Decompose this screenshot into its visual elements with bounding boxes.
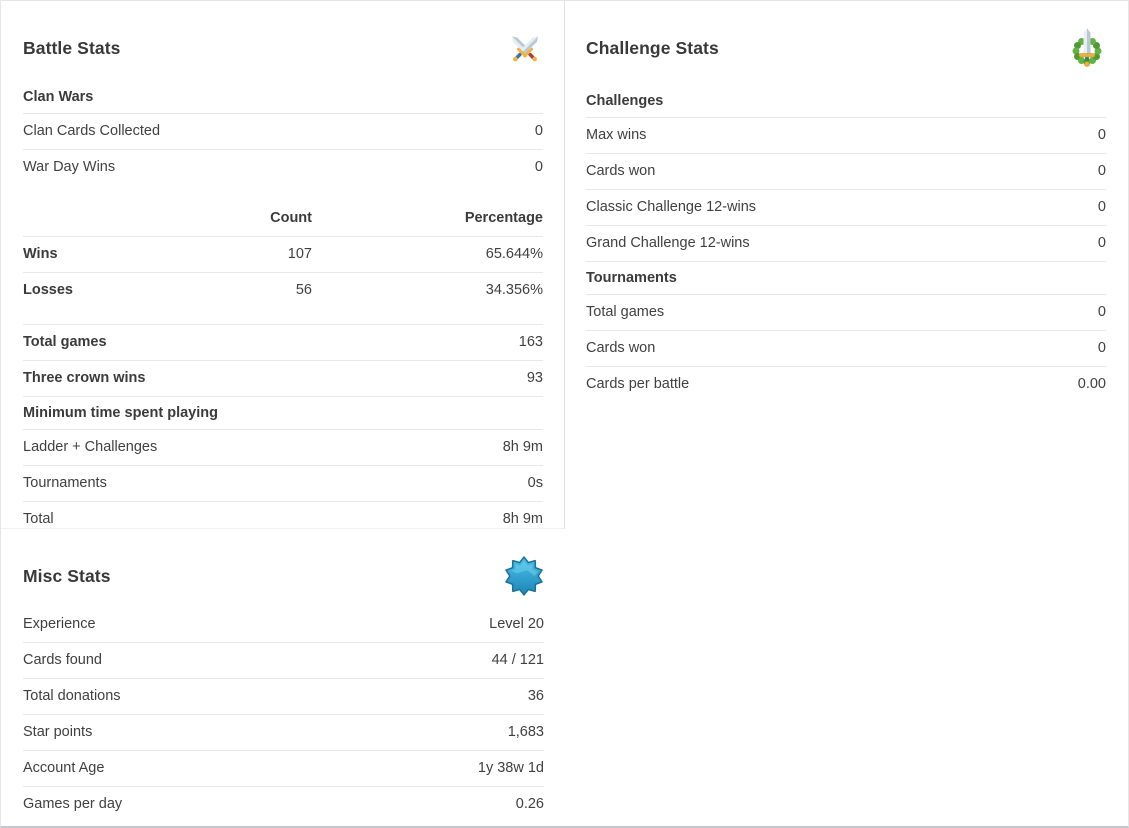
misc-stats-title-row: Misc Stats: [23, 553, 544, 599]
crossed-swords-icon: [507, 31, 543, 66]
section-header-clan-wars: Clan Wars: [23, 81, 543, 114]
stat-value: 1,683: [507, 724, 544, 740]
stat-value: 1y 38w 1d: [477, 760, 544, 776]
stat-label: Cards won: [586, 163, 656, 179]
stat-row-three-crown-wins: Three crown wins 93: [23, 361, 543, 397]
stat-label: Tournaments: [23, 475, 107, 491]
stat-row-challenge-cards-won: Cards won 0: [586, 154, 1106, 190]
stat-value: 36: [527, 688, 544, 704]
stat-label: Games per day: [23, 796, 123, 812]
stat-row-cards-found: Cards found 44 / 121: [23, 643, 544, 679]
stat-row-tournaments-time: Tournaments 0s: [23, 466, 543, 502]
stat-count: 56: [295, 282, 312, 298]
misc-stats-title: Misc Stats: [23, 565, 111, 586]
stat-label: Max wins: [586, 127, 647, 143]
stat-row-wins: Wins 107 65.644%: [23, 237, 543, 273]
stat-row-grand-challenge-12-wins: Grand Challenge 12-wins 0: [586, 226, 1106, 262]
challenge-stats-panel: Challenge Stats: [565, 1, 1128, 402]
challenge-stats-title-row: Challenge Stats: [586, 25, 1106, 71]
stat-label: War Day Wins: [23, 159, 116, 175]
stat-label: Losses: [23, 282, 73, 298]
challenge-stats-title: Challenge Stats: [586, 37, 719, 58]
stat-label: Total donations: [23, 688, 121, 704]
stat-row-ladder-challenges: Ladder + Challenges 8h 9m: [23, 430, 543, 466]
stat-row-total-time: Total 8h 9m: [23, 502, 543, 537]
stat-row-experience: Experience Level 20: [23, 607, 544, 643]
stat-value: 0: [1097, 304, 1106, 320]
count-column-header: Count: [270, 210, 312, 226]
stat-value: 44 / 121: [491, 652, 544, 668]
stat-value: 0: [534, 159, 543, 175]
stat-label: Cards found: [23, 652, 102, 668]
stat-label: Total games: [586, 304, 665, 320]
stat-row-war-day-wins: War Day Wins 0: [23, 150, 543, 185]
stat-label: Total: [23, 511, 54, 527]
stat-label: Cards won: [586, 340, 656, 356]
stat-value: 0: [1097, 199, 1106, 215]
battle-stats-title: Battle Stats: [23, 37, 121, 58]
section-header-challenges: Challenges: [586, 85, 1106, 118]
stat-row-games-per-day: Games per day 0.26: [23, 787, 544, 822]
section-header-minimum-time: Minimum time spent playing: [23, 397, 543, 430]
stat-row-cards-per-battle: Cards per battle 0.00: [586, 367, 1106, 402]
stat-count: 107: [287, 246, 312, 262]
stat-row-losses: Losses 56 34.356%: [23, 273, 543, 308]
stat-row-star-points: Star points 1,683: [23, 715, 544, 751]
battle-stats-panel: Battle Stats: [1, 1, 565, 529]
stat-label: Account Age: [23, 760, 105, 776]
stat-label: Total games: [23, 334, 107, 350]
wins-table-header: Count Percentage: [23, 201, 543, 237]
stat-row-tournament-cards-won: Cards won 0: [586, 331, 1106, 367]
stat-row-classic-challenge-12-wins: Classic Challenge 12-wins 0: [586, 190, 1106, 226]
stat-value: 0.00: [1077, 376, 1106, 392]
stat-label: Cards per battle: [586, 376, 690, 392]
stat-row-account-age: Account Age 1y 38w 1d: [23, 751, 544, 787]
stat-row-tournament-total-games: Total games 0: [586, 295, 1106, 331]
stat-value: 0: [1097, 163, 1106, 179]
stat-value: 0: [1097, 235, 1106, 251]
battle-stats-title-row: Battle Stats: [23, 25, 543, 71]
badge-sword: [1078, 28, 1096, 67]
stat-percentage: 34.356%: [485, 282, 543, 298]
stat-value: 0: [534, 123, 543, 139]
stat-label: Three crown wins: [23, 370, 146, 386]
stat-label: Ladder + Challenges: [23, 439, 158, 455]
stat-label: Clan Cards Collected: [23, 123, 161, 139]
percentage-column-header: Percentage: [464, 210, 543, 226]
stat-row-max-wins: Max wins 0: [586, 118, 1106, 154]
stat-row-clan-cards-collected: Clan Cards Collected 0: [23, 114, 543, 150]
stat-value: 0: [1097, 127, 1106, 143]
totals-group: Total games 163 Three crown wins 93: [23, 324, 543, 397]
laurel-sword-badge-icon: [1068, 26, 1106, 70]
star-badge-shape: [505, 556, 543, 596]
stat-label: Star points: [23, 724, 93, 740]
star-badge-icon: [504, 556, 544, 596]
stat-label: Wins: [23, 246, 58, 262]
section-header-tournaments: Tournaments: [586, 262, 1106, 295]
stat-value: Level 20: [489, 616, 544, 632]
stat-label: Grand Challenge 12-wins: [586, 235, 750, 251]
stat-label: Classic Challenge 12-wins: [586, 199, 757, 215]
stat-value: 0: [1097, 340, 1106, 356]
left-column: Battle Stats: [1, 1, 565, 826]
stat-value: 93: [526, 370, 543, 386]
stat-value: 0.26: [515, 796, 544, 812]
stat-value: 8h 9m: [502, 511, 543, 527]
stat-label: Experience: [23, 616, 96, 632]
stat-value: 0s: [527, 475, 543, 491]
stat-row-total-games: Total games 163: [23, 325, 543, 361]
stat-value: 8h 9m: [502, 439, 543, 455]
right-column: Challenge Stats: [565, 1, 1128, 826]
stat-row-total-donations: Total donations 36: [23, 679, 544, 715]
stat-value: 163: [518, 334, 543, 350]
misc-stats-panel: Misc Stats Experience: [1, 529, 565, 822]
stat-percentage: 65.644%: [485, 246, 543, 262]
